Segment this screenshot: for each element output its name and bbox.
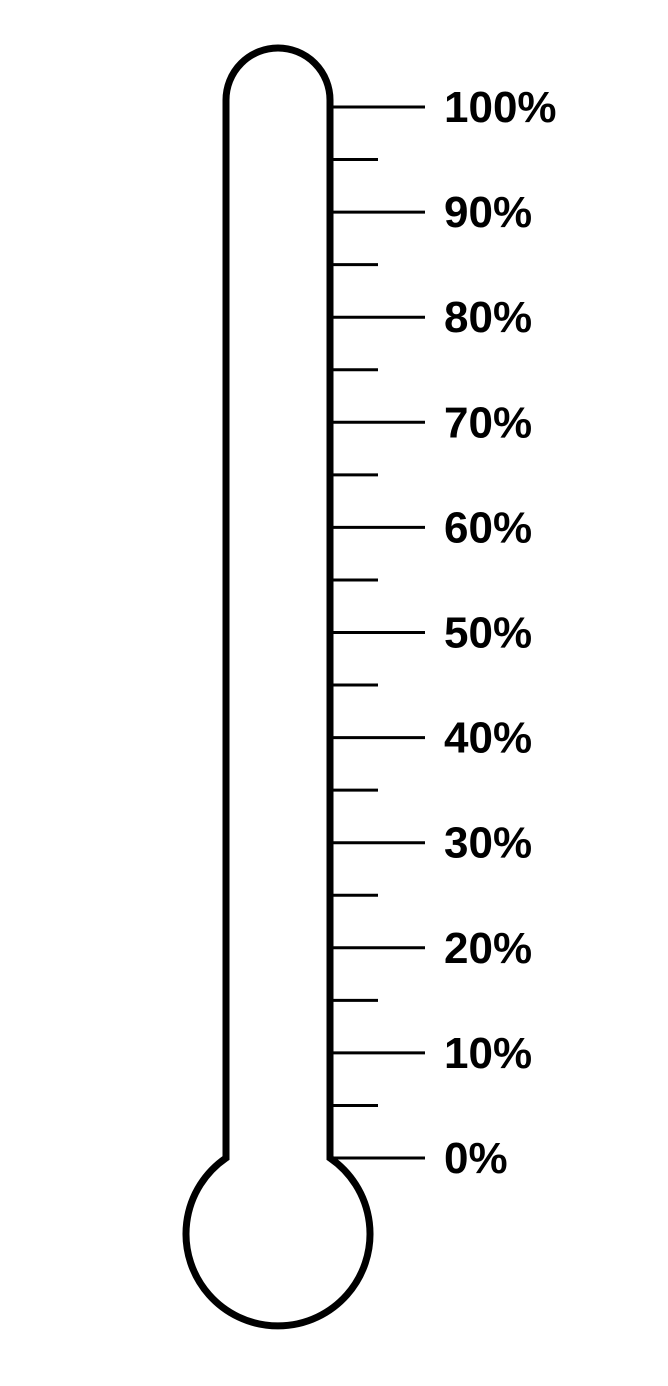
thermometer-outline [182, 44, 374, 1330]
tick-label-60: 60% [444, 503, 532, 552]
scale-ticks [330, 105, 425, 1160]
tick-label-20: 20% [444, 924, 532, 973]
scale-labels: 100% 90% 80% 70% 60% 50% 40% 30% 20% 10% 0% [444, 83, 557, 1183]
tick-label-30: 30% [444, 819, 532, 868]
tick-label-90: 90% [444, 188, 532, 237]
tick-label-50: 50% [444, 609, 532, 658]
tick-label-10: 10% [444, 1029, 532, 1078]
tick-label-80: 80% [444, 293, 532, 342]
tick-label-0: 0% [444, 1134, 508, 1183]
tick-label-70: 70% [444, 398, 532, 447]
tick-label-40: 40% [444, 714, 532, 763]
tick-label-100: 100% [444, 83, 557, 132]
